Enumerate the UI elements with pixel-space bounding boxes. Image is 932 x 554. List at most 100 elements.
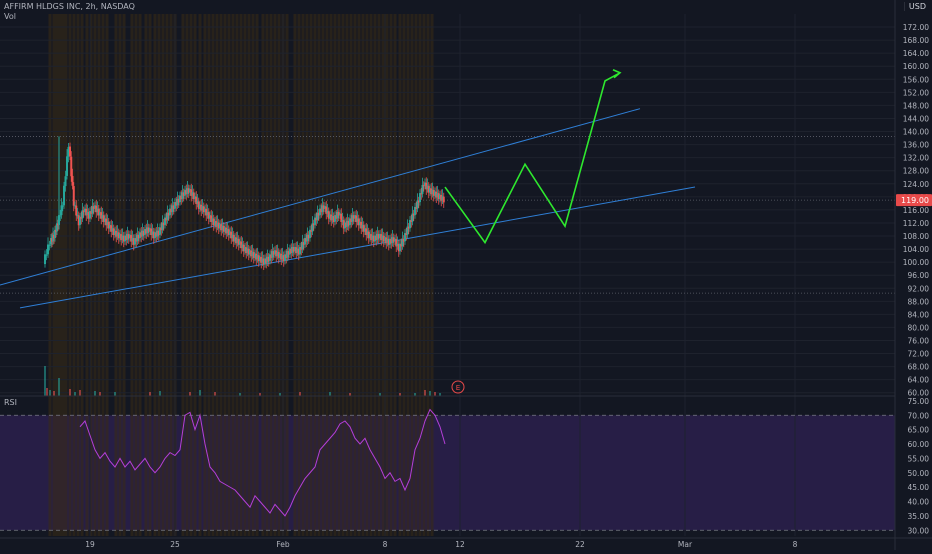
candle-body (270, 254, 273, 258)
candle-body (141, 230, 144, 237)
rsi-axis-tick: 60.00 (908, 440, 930, 449)
candle-body (189, 189, 191, 193)
candle-body (97, 208, 100, 216)
candle-body (185, 190, 188, 195)
volume-bar (46, 388, 48, 396)
rsi-axis-tick: 35.00 (908, 512, 930, 521)
candle-body (286, 251, 289, 258)
candle-body (375, 235, 378, 240)
candle-body (260, 257, 263, 263)
earnings-badge-circle (451, 380, 465, 394)
candle-body (399, 243, 401, 252)
candle-body (219, 224, 221, 229)
candle-body (86, 211, 89, 216)
candle-body (439, 194, 441, 199)
candle-body (107, 221, 110, 229)
rsi-band (0, 415, 895, 531)
candle-body (402, 239, 405, 242)
price-axis-tick: 84.00 (908, 310, 930, 319)
candle-body (415, 207, 418, 209)
candle-body (84, 208, 86, 212)
candle-body (252, 252, 255, 258)
trendline (0, 108, 641, 286)
candle-body (66, 156, 68, 176)
candle-body (311, 223, 314, 232)
candle-body (154, 232, 156, 238)
candle-body (385, 237, 388, 244)
candle-body (384, 237, 386, 242)
candle-body (406, 226, 409, 235)
volume-bar (349, 393, 351, 396)
candle-body (320, 208, 323, 213)
time-axis-tick: 25 (170, 540, 180, 549)
candle-body (99, 211, 101, 216)
candle-body (266, 256, 269, 263)
candle-body (119, 233, 121, 238)
candle-body (77, 215, 80, 226)
candle-body (202, 206, 205, 213)
currency-label[interactable]: USD (903, 2, 926, 11)
candle-body (156, 230, 159, 237)
candle-body (139, 232, 141, 238)
candle-body (355, 215, 358, 222)
volume-bar (149, 392, 151, 396)
candle-body (376, 233, 379, 240)
candle-body (115, 230, 118, 237)
candle-body (190, 189, 193, 196)
candle-body (381, 235, 384, 240)
candle-body (121, 235, 124, 240)
candle-body (319, 208, 321, 216)
projection-path (444, 72, 621, 245)
candle-body (76, 215, 79, 217)
volume-bar (214, 392, 216, 396)
candle-body (179, 195, 181, 203)
candle-body (364, 228, 366, 232)
candle-body (327, 211, 330, 219)
candle-body (127, 234, 130, 239)
rsi-axis-tick: 70.00 (908, 411, 930, 420)
candle-body (321, 205, 324, 212)
earnings-badge[interactable]: E (451, 380, 465, 394)
time-axis-tick: 19 (85, 540, 95, 549)
candle-body (92, 206, 95, 209)
candle-body (240, 241, 243, 249)
candle-body (291, 246, 294, 253)
candle-body (242, 244, 245, 252)
candle-body (437, 193, 440, 200)
candle-body (174, 202, 176, 209)
candle-body (186, 188, 189, 194)
candle-body (96, 208, 99, 212)
candle-body (316, 212, 319, 221)
candle-body (224, 227, 226, 232)
time-axis-tick: 22 (575, 540, 585, 549)
candle-body (132, 238, 135, 245)
time-axis-tick: Mar (678, 540, 693, 549)
candle-body (221, 225, 224, 230)
candle-body (210, 215, 213, 222)
candle-body (187, 188, 190, 193)
candle-body (167, 212, 170, 216)
candle-body (177, 199, 180, 203)
candle-body (145, 229, 148, 234)
candle-body (124, 235, 126, 242)
candle-body (370, 234, 373, 240)
candle-body (274, 250, 276, 255)
candle-body (267, 257, 270, 262)
candle-body (360, 221, 363, 229)
candle-body (357, 218, 360, 226)
candle-body (419, 193, 421, 203)
candle-body (341, 220, 344, 222)
volume-bar (279, 393, 281, 396)
candle-body (171, 205, 174, 212)
candle-body (387, 239, 390, 245)
price-axis-tick: 116.00 (903, 206, 929, 215)
candle-body (281, 255, 284, 260)
volume-bar (189, 392, 191, 396)
price-axis-tick: 76.00 (908, 336, 930, 345)
candle-body (441, 196, 444, 201)
candle-body (264, 258, 266, 265)
candle-body (300, 247, 303, 250)
volume-bar (44, 366, 46, 396)
candle-body (131, 237, 134, 242)
